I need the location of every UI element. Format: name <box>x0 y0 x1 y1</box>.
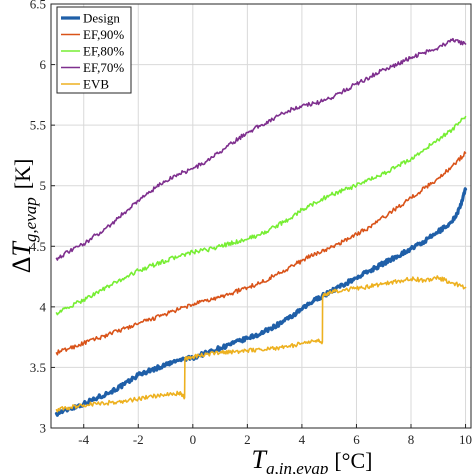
legend-box <box>56 6 132 94</box>
x-tick-label: -4 <box>78 432 89 447</box>
y-tick-label: 6 <box>40 57 47 72</box>
series-line-ef-70- <box>55 37 467 261</box>
legend-label-ef-80-: EF,80% <box>83 44 124 59</box>
tick-labels: -4 -2 0 2 4 6 8 10 3 3.5 4 4.5 5 5.5 6 6.5 <box>30 0 472 447</box>
svg-text:ΔTg,evap[K]: ΔTg,evap[K] <box>7 159 40 274</box>
series-line-design <box>54 187 468 417</box>
legend-label-design: Design <box>83 11 120 26</box>
x-axis-label: Tg,in,evap [°C] <box>252 445 373 474</box>
x-tick-label: 8 <box>408 432 415 447</box>
legend-label-ef-90-: EF,90% <box>83 27 124 42</box>
y-tick-label: 3 <box>40 421 47 436</box>
series-line-evb <box>55 275 467 413</box>
y-tick-label: 5 <box>40 178 47 193</box>
y-tick-label: 6.5 <box>30 0 46 12</box>
y-tick-label: 4.5 <box>30 239 46 254</box>
svg-text:Tg,in,evap[°C]: Tg,in,evap [°C] <box>252 445 373 474</box>
x-tick-label: 4 <box>299 432 306 447</box>
x-tick-label: 10 <box>459 432 472 447</box>
y-tick-label: 5.5 <box>30 118 46 133</box>
series-group <box>54 37 468 417</box>
y-tick-label: 3.5 <box>30 360 46 375</box>
legend-label-ef-70-: EF,70% <box>83 60 124 75</box>
legend-label-evb: EVB <box>83 77 109 92</box>
x-tick-label: -2 <box>133 432 144 447</box>
x-tick-label: 2 <box>244 432 251 447</box>
y-axis-label: ΔTg,evap[K] <box>7 159 40 274</box>
series-line-ef-80- <box>55 115 467 316</box>
x-tick-label: 6 <box>353 432 360 447</box>
series-line-ef-90- <box>55 151 467 356</box>
y-tick-label: 4 <box>40 299 47 314</box>
x-axis-label-subscript: g,in,evap <box>266 459 328 474</box>
plot-frame <box>50 3 472 429</box>
x-tick-label: 0 <box>190 432 197 447</box>
